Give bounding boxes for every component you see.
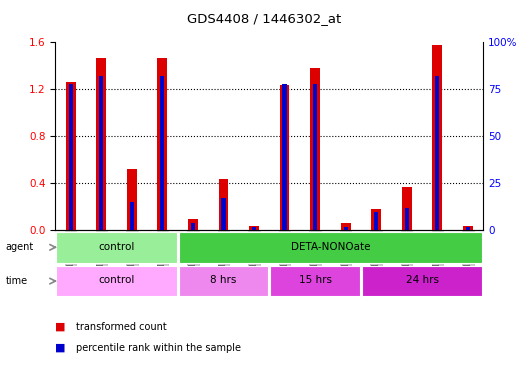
Text: GSM549081: GSM549081	[97, 233, 106, 281]
Bar	[362, 266, 482, 296]
Text: GSM549082: GSM549082	[127, 233, 136, 281]
Bar	[130, 202, 134, 230]
Bar	[66, 82, 76, 230]
Bar	[374, 212, 379, 230]
Text: ■: ■	[55, 343, 66, 353]
Text: GSM549085: GSM549085	[219, 233, 228, 281]
Bar	[404, 208, 409, 230]
Bar	[432, 45, 442, 230]
Text: GSM549089: GSM549089	[341, 233, 350, 281]
Text: ■: ■	[55, 322, 66, 332]
Bar	[56, 266, 177, 296]
Text: agent: agent	[5, 242, 34, 252]
Bar	[97, 58, 106, 230]
Text: DETA-NONOate: DETA-NONOate	[290, 242, 370, 252]
Bar	[344, 227, 348, 230]
Text: control: control	[98, 242, 135, 252]
Text: GSM549083: GSM549083	[158, 233, 167, 281]
Bar	[249, 226, 259, 230]
Text: GSM549090: GSM549090	[372, 233, 381, 281]
Text: GSM549088: GSM549088	[310, 233, 319, 281]
Bar	[371, 209, 381, 230]
Bar	[252, 227, 256, 230]
Bar	[178, 266, 268, 296]
Bar	[466, 227, 470, 230]
Bar	[127, 169, 137, 230]
Text: GSM549086: GSM549086	[250, 233, 259, 281]
Text: GSM549091: GSM549091	[402, 233, 411, 281]
Bar	[310, 68, 320, 230]
Bar	[435, 76, 439, 230]
Text: transformed count: transformed count	[76, 322, 166, 332]
Bar	[178, 232, 482, 263]
Bar	[282, 84, 287, 230]
Bar	[188, 218, 198, 230]
Bar	[69, 84, 73, 230]
Bar	[463, 226, 473, 230]
Bar	[341, 223, 351, 230]
Bar	[313, 84, 317, 230]
Text: GDS4408 / 1446302_at: GDS4408 / 1446302_at	[187, 12, 341, 25]
Text: GSM549093: GSM549093	[464, 233, 473, 281]
Text: time: time	[5, 276, 27, 286]
Text: GSM549087: GSM549087	[280, 233, 289, 281]
Bar	[191, 223, 195, 230]
Bar	[270, 266, 360, 296]
Text: GSM549092: GSM549092	[433, 233, 442, 281]
Text: control: control	[98, 275, 135, 285]
Text: 8 hrs: 8 hrs	[210, 275, 237, 285]
Bar	[157, 58, 167, 230]
Bar	[280, 84, 289, 230]
Text: 24 hrs: 24 hrs	[406, 275, 439, 285]
Bar	[221, 199, 225, 230]
Bar	[99, 76, 103, 230]
Text: 15 hrs: 15 hrs	[299, 275, 332, 285]
Text: GSM549080: GSM549080	[66, 233, 75, 281]
Text: percentile rank within the sample: percentile rank within the sample	[76, 343, 241, 353]
Bar	[402, 187, 412, 230]
Bar	[160, 76, 165, 230]
Bar	[219, 179, 228, 230]
Text: GSM549084: GSM549084	[188, 233, 197, 281]
Bar	[56, 232, 177, 263]
